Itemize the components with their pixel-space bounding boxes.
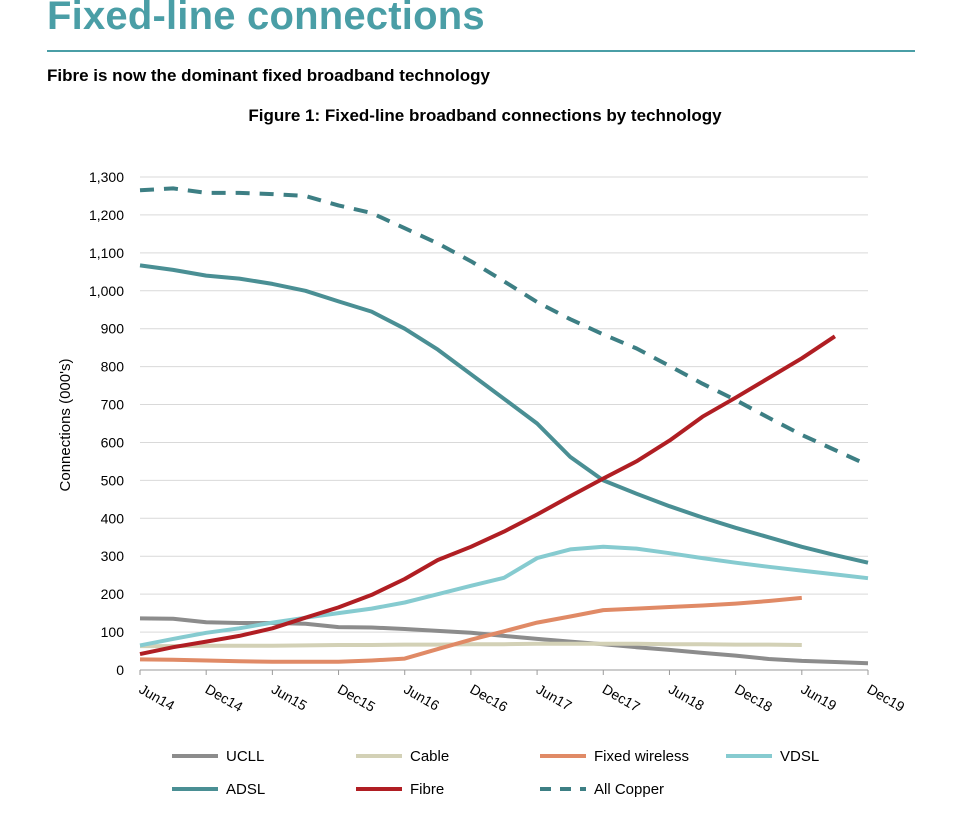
series-line-fixed-wireless bbox=[139, 595, 802, 664]
y-tick-label: 500 bbox=[101, 472, 125, 488]
x-tick-label: Dec15 bbox=[335, 681, 378, 715]
x-tick-label: Dec19 bbox=[865, 681, 908, 715]
chart-title: Figure 1: Fixed-line broadband connectio… bbox=[248, 106, 722, 125]
legend-label-all-copper: All Copper bbox=[594, 781, 664, 798]
x-tick-label: Jun14 bbox=[137, 681, 178, 714]
legend: UCLL Cable Fixed wireless VDSL ADSL Fibre All … bbox=[172, 748, 819, 798]
x-tick-label: Jun16 bbox=[401, 681, 442, 714]
y-tick-label: 0 bbox=[116, 662, 124, 678]
y-tick-label: 200 bbox=[101, 586, 125, 602]
grid-lines bbox=[139, 176, 869, 675]
y-tick-label: 300 bbox=[101, 548, 125, 564]
y-tick-label: 1,200 bbox=[89, 207, 124, 223]
series-line-vdsl bbox=[139, 544, 869, 648]
page-title: Fixed-line connections bbox=[47, 0, 485, 38]
x-tick-label: Jun15 bbox=[269, 681, 310, 714]
y-tick-label: 400 bbox=[101, 510, 125, 526]
series-line-fibre bbox=[139, 334, 837, 657]
series-line-all-copper bbox=[139, 186, 869, 468]
x-tick-label: Jun18 bbox=[666, 681, 707, 714]
x-tick-label: Dec14 bbox=[203, 681, 246, 715]
legend-label-fibre: Fibre bbox=[410, 781, 444, 798]
legend-label-ucll: UCLL bbox=[226, 748, 264, 765]
y-axis-label: Connections (000's) bbox=[57, 359, 74, 492]
series-line-cable bbox=[140, 641, 802, 649]
x-tick-label: Dec18 bbox=[732, 681, 775, 715]
x-tick-label: Jun17 bbox=[534, 681, 575, 714]
legend-label-adsl: ADSL bbox=[226, 781, 265, 798]
y-tick-label: 100 bbox=[101, 624, 125, 640]
legend-label-fixed-wireless: Fixed wireless bbox=[594, 748, 689, 765]
legend-label-cable: Cable bbox=[410, 748, 449, 765]
y-tick-label: 600 bbox=[101, 434, 125, 450]
series-lines bbox=[139, 186, 869, 666]
x-tick-labels: Jun14 Dec14 Jun15 Dec15 Jun16 Dec16 Jun17 Dec17… bbox=[137, 681, 908, 715]
page-subtitle: Fibre is now the dominant fixed broadban… bbox=[47, 66, 490, 85]
y-tick-label: 800 bbox=[101, 359, 125, 375]
legend-label-vdsl: VDSL bbox=[780, 748, 819, 765]
x-tick-label: Jun19 bbox=[798, 681, 839, 714]
x-tick-label: Dec17 bbox=[600, 681, 643, 715]
x-tick-label: Dec16 bbox=[467, 681, 510, 715]
y-tick-label: 1,300 bbox=[89, 169, 124, 185]
series-line-adsl bbox=[139, 263, 869, 565]
y-tick-label: 1,000 bbox=[89, 283, 124, 299]
title-rule bbox=[47, 50, 915, 52]
y-tick-label: 700 bbox=[101, 397, 125, 413]
y-tick-label: 1,100 bbox=[89, 245, 124, 261]
y-tick-labels: 0 100 200 300 400 500 600 700 800 900 1,000 1,100 1,… bbox=[89, 169, 124, 678]
y-tick-label: 900 bbox=[101, 321, 125, 337]
